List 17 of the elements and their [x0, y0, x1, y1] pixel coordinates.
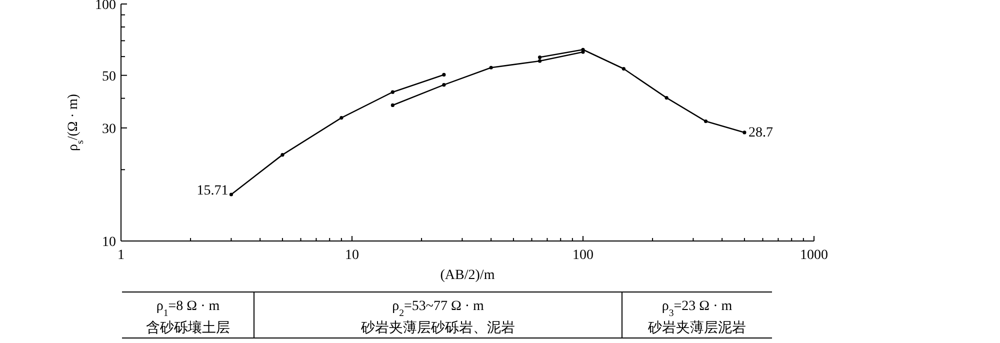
x-axis-title: (AB/2)/m: [440, 268, 495, 283]
x-tick-label: 10: [345, 248, 359, 263]
annotation: 28.7: [748, 125, 773, 140]
x-tick-label: 100: [572, 248, 594, 263]
text: 砂岩夹薄层泥岩: [647, 320, 746, 336]
text: 含砂砾壤土层: [146, 320, 230, 336]
annotation: 15.71: [196, 184, 228, 199]
x-tick-label: 1000: [800, 248, 828, 263]
text: ρ$_{2}$=53~77 Ω · m: [392, 299, 484, 318]
y-tick-label: 10: [102, 235, 116, 250]
text: ρ$_{3}$=23 Ω · m: [662, 299, 732, 318]
y-tick-label: 100: [95, 0, 116, 13]
x-tick-label: 1: [118, 248, 124, 263]
text: ρ$_{1}$=8 Ω · m: [156, 299, 220, 318]
y-tick-label: 50: [102, 69, 116, 84]
text: 砂岩夹薄层砂砾岩、泥岩: [360, 320, 515, 336]
y-tick-label: 30: [102, 122, 116, 137]
